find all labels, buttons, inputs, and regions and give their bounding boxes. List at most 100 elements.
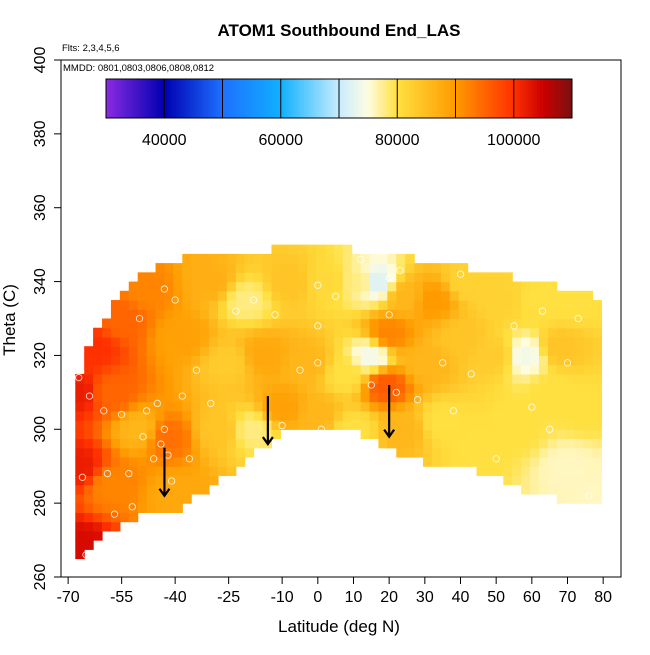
- heat-cell: [431, 281, 442, 292]
- heat-cell: [137, 309, 148, 320]
- colorbar-swatch: [475, 79, 480, 118]
- heat-cell: [307, 346, 317, 357]
- heat-cell: [458, 447, 469, 458]
- heat-cell: [414, 327, 424, 338]
- heat-cell: [191, 309, 201, 320]
- heat-cell: [458, 429, 469, 440]
- heat-cell: [253, 346, 264, 357]
- heat-cell: [378, 438, 388, 449]
- heat-cell: [423, 272, 433, 283]
- heat-cell: [503, 281, 513, 292]
- heat-cell: [119, 373, 130, 384]
- heat-cell: [485, 309, 495, 320]
- heat-cell: [244, 336, 255, 347]
- heat-cell: [547, 327, 558, 338]
- heat-cell: [396, 401, 406, 412]
- heat-cell: [235, 281, 246, 292]
- heat-cell: [583, 420, 594, 430]
- heat-cell: [298, 272, 308, 283]
- heat-cell: [583, 336, 594, 347]
- observation-marker: [139, 433, 147, 441]
- heat-cell: [324, 383, 335, 393]
- heat-cell: [396, 272, 406, 283]
- heat-cell: [244, 346, 255, 357]
- heat-cell: [324, 355, 335, 366]
- heat-cell: [333, 318, 344, 329]
- observation-marker: [100, 407, 108, 415]
- colorbar-swatch: [114, 79, 119, 118]
- heat-cell: [512, 300, 522, 310]
- heat-cell: [369, 346, 380, 357]
- heat-cell: [538, 383, 549, 393]
- heat-cell: [431, 336, 442, 347]
- heat-cell: [75, 392, 85, 403]
- heat-cell: [173, 327, 183, 338]
- heat-cell: [449, 438, 460, 449]
- heat-cell: [200, 355, 210, 366]
- heat-cell: [280, 410, 290, 421]
- colorbar-swatch: [301, 79, 305, 118]
- observation-marker: [171, 296, 179, 304]
- heat-cell: [547, 484, 558, 495]
- heat-cell: [458, 309, 469, 320]
- colorbar-swatch: [269, 79, 273, 118]
- heat-cell: [110, 438, 121, 449]
- heat-cell: [547, 420, 558, 430]
- heat-cell: [592, 447, 602, 458]
- heat-cell: [173, 493, 183, 504]
- heat-cell: [467, 355, 478, 366]
- heat-cell: [173, 318, 183, 329]
- heat-cell: [405, 392, 415, 403]
- heat-cell: [280, 309, 290, 320]
- heat-cell: [262, 309, 273, 320]
- heat-cell: [521, 466, 531, 477]
- heat-cell: [164, 327, 174, 338]
- y-tick-label: 400: [32, 47, 49, 74]
- heat-cell: [449, 281, 460, 292]
- heat-cell: [102, 410, 112, 421]
- colorbar-swatch: [205, 79, 209, 118]
- heat-cell: [405, 364, 415, 375]
- heat-cell: [271, 318, 281, 329]
- heat-cell: [547, 429, 558, 440]
- heat-cell: [342, 300, 353, 310]
- heat-cell: [137, 290, 148, 301]
- heat-cell: [521, 290, 531, 301]
- heat-cell: [93, 327, 103, 338]
- heat-cell: [271, 373, 281, 384]
- heat-cell: [316, 401, 326, 412]
- colorbar-swatch: [190, 79, 194, 118]
- heat-cell: [360, 383, 371, 393]
- heat-cell: [387, 383, 397, 393]
- heat-cell: [173, 373, 183, 384]
- heat-cell: [565, 373, 576, 384]
- heat-cell: [583, 290, 594, 301]
- heat-cell: [173, 281, 183, 292]
- colorbar-swatch: [210, 79, 215, 118]
- heat-cell: [182, 355, 192, 366]
- colorbar-swatch: [394, 79, 398, 118]
- heat-cell: [512, 392, 522, 403]
- heat-cell: [235, 263, 246, 273]
- colorbar-swatch: [525, 79, 529, 118]
- heat-cell: [574, 438, 585, 449]
- heat-cell: [226, 373, 237, 384]
- heat-cell: [93, 346, 103, 357]
- heat-cell: [521, 410, 531, 421]
- heat-cell: [583, 355, 594, 366]
- heat-cell: [556, 438, 567, 449]
- heat-cell: [75, 475, 85, 486]
- heat-cell: [547, 456, 558, 467]
- heat-cell: [476, 281, 487, 292]
- heat-cell: [110, 521, 121, 532]
- heat-cell: [182, 456, 192, 467]
- heat-cell: [84, 346, 94, 357]
- heat-cell: [378, 336, 388, 347]
- heat-cell: [476, 410, 487, 421]
- heat-cell: [440, 420, 451, 430]
- colorbar-swatch: [248, 79, 253, 118]
- heat-cell: [200, 346, 210, 357]
- heat-cell: [592, 327, 602, 338]
- heat-cell: [530, 346, 540, 357]
- heat-cell: [387, 373, 397, 384]
